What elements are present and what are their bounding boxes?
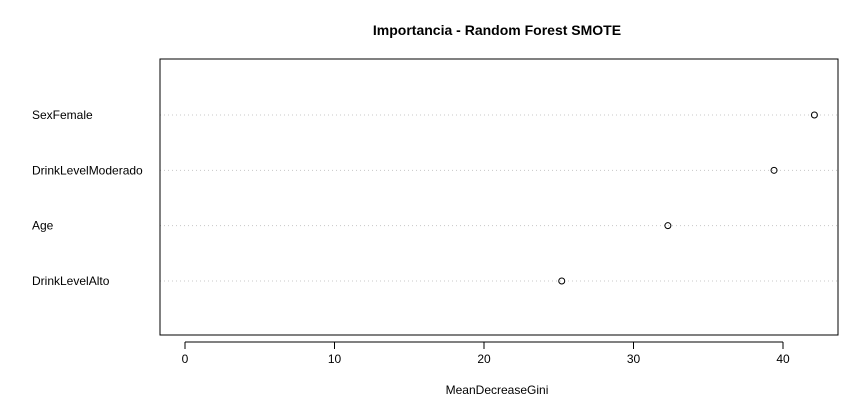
x-axis-label: MeanDecreaseGini [446, 383, 549, 397]
chart-title: Importancia - Random Forest SMOTE [373, 22, 621, 38]
x-tick-label: 40 [776, 352, 790, 366]
x-tick-label: 0 [182, 352, 189, 366]
data-point [770, 166, 778, 174]
x-tick-label: 20 [477, 352, 491, 366]
data-points [558, 111, 818, 285]
data-point [664, 222, 672, 230]
category-labels: SexFemale DrinkLevelModerado Age DrinkLevel… [32, 108, 143, 288]
data-point [810, 111, 818, 119]
x-tick-label: 30 [627, 352, 641, 366]
x-tick-label: 10 [328, 352, 342, 366]
plot-frame [159, 58, 839, 336]
category-label: Age [32, 219, 54, 233]
category-label: DrinkLevelAlto [32, 274, 110, 288]
data-point [558, 277, 566, 285]
x-axis: 0 10 20 30 40 [182, 341, 790, 366]
grid-lines [160, 114, 838, 282]
category-label: DrinkLevelModerado [32, 163, 143, 177]
category-label: SexFemale [32, 108, 93, 122]
